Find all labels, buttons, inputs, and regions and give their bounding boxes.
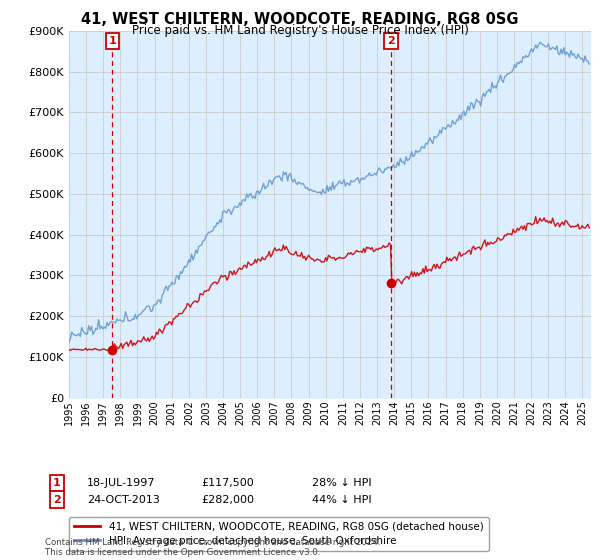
Text: £282,000: £282,000	[201, 494, 254, 505]
Text: 28% ↓ HPI: 28% ↓ HPI	[312, 478, 371, 488]
Text: 24-OCT-2013: 24-OCT-2013	[87, 494, 160, 505]
Text: 2: 2	[53, 494, 61, 505]
Text: £117,500: £117,500	[201, 478, 254, 488]
Text: 41, WEST CHILTERN, WOODCOTE, READING, RG8 0SG: 41, WEST CHILTERN, WOODCOTE, READING, RG…	[81, 12, 519, 27]
Legend: 41, WEST CHILTERN, WOODCOTE, READING, RG8 0SG (detached house), HPI: Average pri: 41, WEST CHILTERN, WOODCOTE, READING, RG…	[69, 516, 488, 551]
Text: 44% ↓ HPI: 44% ↓ HPI	[312, 494, 371, 505]
Text: Contains HM Land Registry data © Crown copyright and database right 2024.
This d: Contains HM Land Registry data © Crown c…	[45, 538, 380, 557]
Text: Price paid vs. HM Land Registry's House Price Index (HPI): Price paid vs. HM Land Registry's House …	[131, 24, 469, 36]
Text: 1: 1	[53, 478, 61, 488]
Text: 18-JUL-1997: 18-JUL-1997	[87, 478, 155, 488]
Text: 2: 2	[387, 36, 395, 46]
Text: 1: 1	[109, 36, 116, 46]
